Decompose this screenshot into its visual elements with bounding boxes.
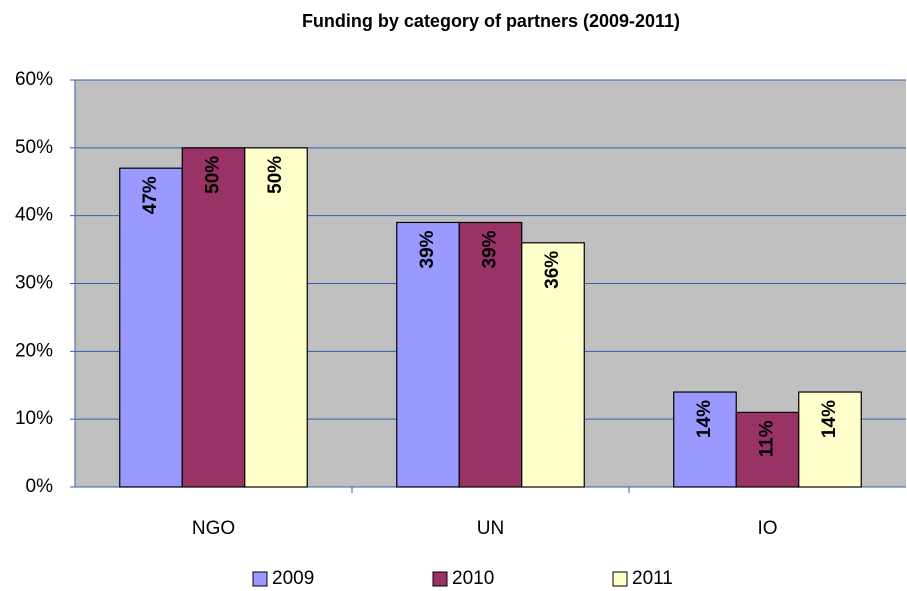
bar (798, 391, 862, 488)
y-tick-label: 30% (15, 273, 53, 294)
data-label: 14% (819, 400, 840, 438)
data-label: 11% (757, 420, 778, 457)
data-label: 39% (417, 230, 438, 268)
legend-swatch (612, 571, 628, 587)
bar (673, 391, 737, 488)
x-tick-label: IO (757, 518, 777, 539)
bar (181, 147, 246, 488)
legend-label: 2010 (452, 568, 494, 589)
x-tick-label: NGO (192, 518, 235, 539)
legend-label: 2011 (632, 568, 673, 589)
data-label: 36% (542, 251, 563, 289)
bar (119, 167, 183, 488)
legend-swatch (432, 571, 448, 587)
legend-label: 2009 (272, 568, 314, 589)
data-label: 50% (265, 156, 286, 194)
bar (521, 242, 585, 488)
bar (244, 147, 308, 488)
data-label: 47% (140, 176, 161, 214)
y-tick-label: 0% (26, 476, 54, 497)
data-label: 14% (694, 400, 715, 438)
y-tick-label: 50% (15, 137, 53, 158)
legend-swatch (252, 571, 268, 587)
y-tick-label: 60% (15, 69, 53, 90)
data-label: 50% (203, 156, 224, 194)
chart-title: Funding by category of partners (2009-20… (302, 11, 680, 31)
y-tick-label: 20% (15, 340, 53, 361)
x-tick-label: UN (477, 518, 504, 539)
y-tick-label: 10% (15, 408, 53, 429)
y-tick-label: 40% (15, 205, 53, 226)
bar (735, 411, 800, 488)
data-label: 39% (480, 230, 501, 268)
